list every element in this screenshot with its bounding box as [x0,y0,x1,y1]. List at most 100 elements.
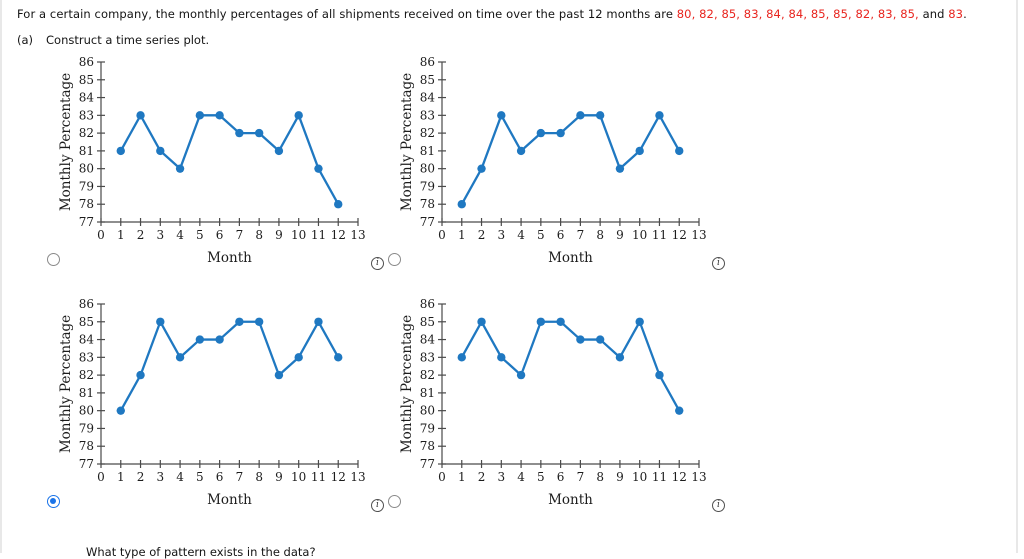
y-tick-label: 83 [79,350,94,364]
y-tick-label: 86 [420,297,435,311]
data-point [215,335,224,344]
y-tick-label: 84 [420,333,436,347]
x-axis-label: Month [548,250,593,266]
data-point [116,146,125,156]
x-tick-label: 12 [672,228,687,242]
data-point [655,370,664,380]
part-a-line: (a) Construct a time series plot. [17,33,209,47]
data-point [254,128,264,138]
x-axis-label: Month [207,492,252,508]
y-tick-label: 78 [79,197,94,211]
x-tick-label: 1 [117,228,125,242]
x-tick-label: 0 [97,470,105,484]
y-tick-label: 77 [420,457,435,471]
y-tick-label: 84 [420,91,436,105]
x-tick-label: 13 [350,228,365,242]
x-tick-label: 5 [537,228,545,242]
info-icon[interactable]: i [712,499,725,512]
y-tick-label: 83 [420,350,435,364]
option-1-radio[interactable] [47,253,60,266]
y-tick-label: 83 [79,108,94,122]
x-axis-label: Month [207,250,252,266]
info-icon[interactable]: i [371,499,384,512]
question-prefix: For a certain company, the monthly perce… [17,7,677,21]
y-tick-label: 85 [420,73,435,87]
info-icon-glyph: i [717,258,720,268]
data-point [136,370,145,380]
y-tick-label: 77 [79,215,94,229]
y-tick-label: 85 [420,315,435,329]
info-icon[interactable]: i [712,257,725,270]
y-axis-label: Monthly Percentage [58,73,74,211]
y-tick-label: 79 [420,421,435,435]
chart-option-4: 77 78 79 80 81 82 83 84 85 86 0 1 2 3 4 5 6 7 8 9 10 11 12 13 Mo… [379,294,727,516]
data-point [235,128,244,138]
y-tick-label: 77 [79,457,94,471]
x-tick-label: 4 [517,228,525,242]
series-line [119,114,340,206]
x-tick-label: 0 [438,470,446,484]
y-tick-label: 77 [420,215,435,229]
data-point [457,200,466,209]
data-point [556,128,565,138]
x-tick-label: 6 [557,228,565,242]
data-point [556,317,565,326]
data-point [156,146,165,156]
y-tick-label: 84 [79,333,95,347]
info-icon-glyph: i [717,500,720,510]
x-tick-label: 0 [97,228,105,242]
x-tick-label: 5 [537,470,545,484]
option-4-radio[interactable] [388,495,401,508]
series-line [119,320,340,412]
data-point [635,146,644,156]
y-tick-label: 78 [79,439,94,453]
x-tick-label: 10 [632,228,647,242]
y-tick-label: 81 [79,144,94,158]
y-tick-label: 78 [420,439,435,453]
question-suffix: . [963,7,967,21]
data-point [136,111,145,120]
data-point [576,111,585,120]
data-point [675,406,684,415]
data-point [314,317,323,326]
x-tick-label: 4 [176,470,184,484]
data-point [116,406,125,415]
x-tick-label: 2 [137,228,145,242]
info-icon[interactable]: i [371,257,384,270]
conjunction: and [918,7,949,21]
option-2-radio[interactable] [388,253,401,266]
x-tick-label: 3 [497,470,505,484]
x-tick-label: 11 [652,228,667,242]
y-tick-label: 78 [420,197,435,211]
data-point [274,146,284,156]
x-tick-label: 11 [311,228,326,242]
y-tick-label: 79 [79,421,94,435]
data-point [595,111,605,120]
x-tick-label: 1 [458,470,466,484]
x-tick-label: 4 [517,470,525,484]
option-3-radio[interactable] [47,495,60,508]
data-value-last: 83 [948,7,964,21]
y-tick-label: 82 [79,126,94,140]
series-line [460,320,681,412]
x-tick-label: 9 [275,228,283,242]
data-values: 80, 82, 85, 83, 84, 84, 85, 85, 82, 83, … [676,7,919,21]
data-point [516,146,526,156]
y-tick-label: 83 [420,108,435,122]
x-tick-label: 9 [275,470,283,484]
x-tick-label: 10 [291,228,306,242]
x-tick-label: 3 [156,470,164,484]
data-point [334,353,343,362]
x-tick-label: 10 [632,470,647,484]
y-tick-label: 80 [79,404,94,418]
y-tick-label: 82 [79,368,94,382]
data-point [175,164,185,173]
x-tick-label: 2 [478,228,486,242]
x-tick-label: 13 [691,228,706,242]
x-tick-label: 8 [255,228,263,242]
y-tick-label: 86 [420,55,435,69]
x-tick-label: 3 [156,228,164,242]
